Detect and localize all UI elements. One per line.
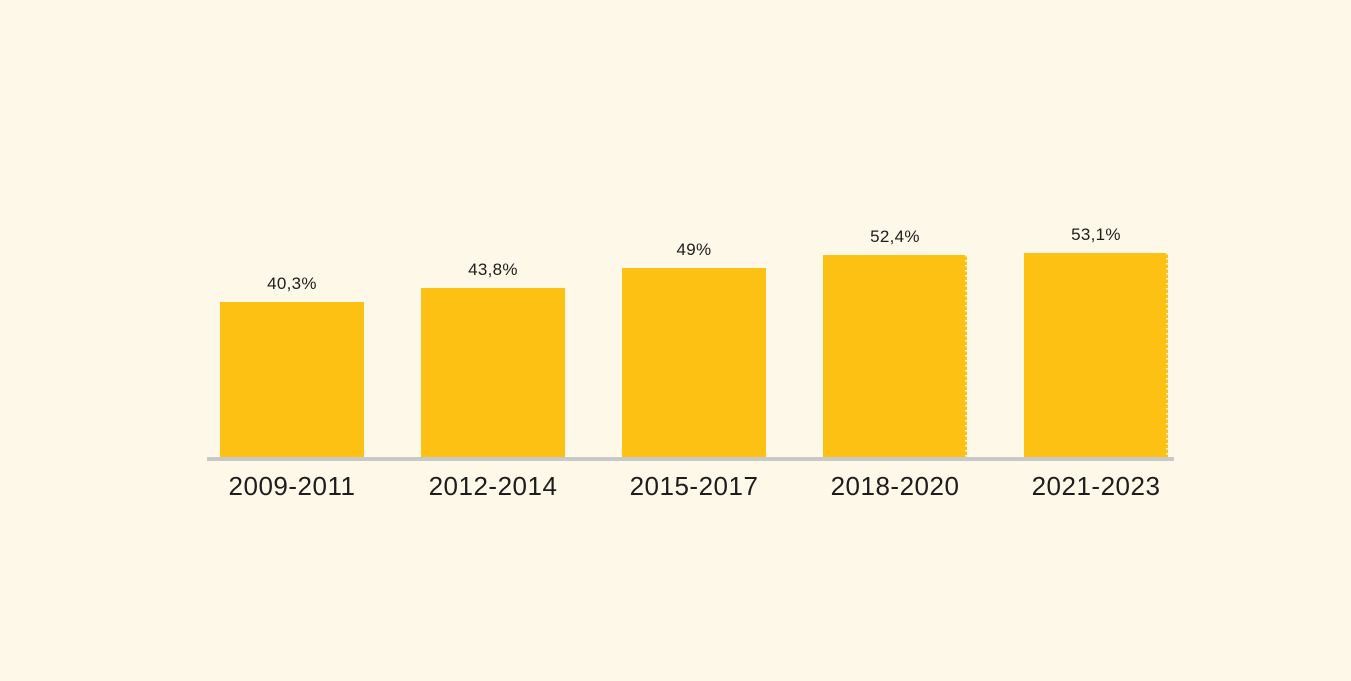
bar-group: 49% (622, 240, 766, 458)
bar-group: 40,3% (220, 274, 364, 458)
bar (1024, 253, 1168, 458)
bar (622, 268, 766, 458)
x-axis-category-label: 2015-2017 (629, 471, 759, 501)
x-axis-line (207, 457, 1174, 461)
category-labels-row: 2009-2011 2012-2014 2015-2017 2018-2020 2021… (220, 471, 1168, 502)
bar-value-label: 40,3% (267, 274, 317, 293)
bar-value-label: 43,8% (468, 260, 518, 279)
bar-value-label: 52,4% (870, 227, 920, 246)
x-axis-category-label: 2012-2014 (428, 471, 558, 501)
bar-group: 52,4% (823, 227, 967, 458)
bar-value-label: 53,1% (1071, 225, 1121, 244)
bar (220, 302, 364, 458)
bar-value-label: 49% (676, 240, 712, 259)
bar (421, 288, 565, 458)
bars-row: 40,3% 43,8% 49% 52,4% 53,1% (220, 225, 1168, 458)
x-axis-category-label: 2009-2011 (228, 471, 356, 501)
x-axis-category-label: 2018-2020 (830, 471, 960, 501)
bar (823, 255, 967, 458)
x-axis-category-label: 2021-2023 (1031, 471, 1161, 501)
bar-group: 53,1% (1024, 225, 1168, 458)
bar-group: 43,8% (421, 260, 565, 458)
